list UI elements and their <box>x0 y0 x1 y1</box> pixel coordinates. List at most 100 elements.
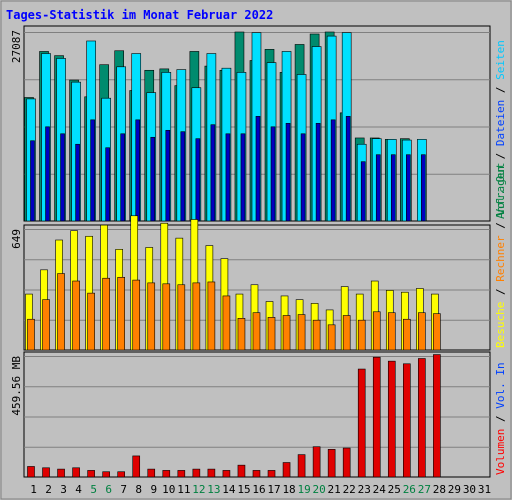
x-tick-label: 13 <box>207 483 220 496</box>
x-tick-label: 12 <box>192 483 205 496</box>
legend-entry: Besuche <box>494 302 507 348</box>
bar-volumen-day-21 <box>327 449 336 478</box>
bar-rechner-day-25 <box>387 312 396 351</box>
bar-volumen-day-24 <box>372 356 381 478</box>
legend-entry: / <box>494 409 507 429</box>
x-tick-label: 17 <box>267 483 280 496</box>
x-tick-label: 27 <box>418 483 431 496</box>
bar-dateien-day-18 <box>285 123 291 222</box>
panel-middle-legend: Besuche / Rechner / Vol. Out <box>494 163 507 348</box>
bar-volumen-day-13 <box>207 468 216 478</box>
bar-rechner-day-24 <box>372 311 381 351</box>
bar-rechner-day-26 <box>403 318 411 351</box>
panel-bottom-frame <box>23 351 491 478</box>
bar-dateien-day-10 <box>165 129 171 222</box>
bar-dateien-day-11 <box>180 131 186 222</box>
chart-title: Tages-Statistik im Monat Februar 2022 <box>6 8 273 22</box>
x-tick-label: 9 <box>150 483 157 496</box>
bar-dateien-day-20 <box>315 123 321 222</box>
bar-dateien-day-4 <box>75 143 80 222</box>
x-tick-label: 29 <box>448 483 461 496</box>
bar-volumen-day-19 <box>297 454 306 478</box>
bar-rechner-day-7 <box>117 276 125 351</box>
x-tick-label: 14 <box>222 483 236 496</box>
bar-dateien-day-14 <box>225 133 231 222</box>
bar-rechner-day-2 <box>42 299 50 351</box>
x-tick-label: 11 <box>177 483 190 496</box>
x-tick-label: 20 <box>313 483 326 496</box>
bar-dateien-day-23 <box>360 161 366 222</box>
bar-rechner-day-4 <box>72 280 80 351</box>
x-tick-label: 7 <box>120 483 127 496</box>
bar-rechner-day-21 <box>327 324 336 351</box>
bar-volumen-day-22 <box>342 447 351 478</box>
bar-dateien-day-22 <box>345 116 351 222</box>
x-tick-label: 26 <box>403 483 416 496</box>
x-tick-label: 4 <box>75 483 82 496</box>
legend-entry: Vol. In <box>494 362 507 408</box>
bar-dateien-day-16 <box>255 116 261 222</box>
legend-entry: Volumen <box>494 429 507 475</box>
x-tick-label: 23 <box>358 483 371 496</box>
bar-dateien-day-17 <box>270 126 276 222</box>
panel-bottom-max-label: 459.56 MB <box>10 356 23 416</box>
bar-rechner-day-15 <box>237 318 246 351</box>
x-tick-label: 3 <box>60 483 67 496</box>
x-tick-label: 30 <box>463 483 476 496</box>
bar-volumen-day-23 <box>357 368 366 478</box>
bar-volumen-day-10 <box>162 470 171 478</box>
x-tick-label: 2 <box>45 483 52 496</box>
x-tick-label: 31 <box>478 483 491 496</box>
legend-entry: Seiten <box>494 40 507 80</box>
bar-volumen-day-8 <box>132 455 141 478</box>
bar-volumen-day-5 <box>87 470 95 478</box>
panel-middle: 649 Besuche / Rechner / Vol. Out <box>10 163 507 351</box>
legend-entry: Vol. Out <box>494 163 507 216</box>
bar-rechner-day-19 <box>297 314 306 351</box>
bar-dateien-day-3 <box>60 133 65 222</box>
legend-entry: Rechner <box>494 235 507 282</box>
legend-entry: / <box>494 282 507 302</box>
bar-rechner-day-10 <box>162 283 171 351</box>
legend-entry: Dateien <box>494 100 507 146</box>
bar-rechner-day-28 <box>433 313 441 351</box>
bar-volumen-day-17 <box>267 470 276 478</box>
bar-volumen-day-28 <box>433 354 441 478</box>
bar-dateien-day-8 <box>135 119 141 222</box>
bar-dateien-day-2 <box>45 126 50 222</box>
bar-dateien-day-5 <box>90 119 95 222</box>
legend-entry: / <box>494 80 507 100</box>
panel-top-max-label: 27087 <box>10 30 23 63</box>
bar-volumen-day-14 <box>222 470 231 478</box>
bar-rechner-day-5 <box>87 292 95 351</box>
bar-rechner-day-12 <box>192 282 201 351</box>
bar-dateien-day-9 <box>150 136 156 222</box>
x-tick-label: 21 <box>328 483 341 496</box>
bar-dateien-day-12 <box>195 138 201 222</box>
x-tick-label: 1 <box>30 483 37 496</box>
bar-volumen-day-11 <box>177 470 186 478</box>
bar-volumen-day-9 <box>147 468 156 478</box>
bar-volumen-day-12 <box>192 468 201 478</box>
bar-volumen-day-1 <box>27 466 35 478</box>
bar-volumen-day-15 <box>237 464 246 478</box>
x-tick-label: 18 <box>282 483 295 496</box>
legend-entry: / <box>494 216 507 236</box>
bar-rechner-day-18 <box>282 315 291 351</box>
bar-volumen-day-26 <box>403 363 411 478</box>
x-tick-label: 8 <box>135 483 142 496</box>
bar-volumen-day-7 <box>117 471 125 478</box>
x-tick-label: 28 <box>433 483 446 496</box>
bar-rechner-day-6 <box>102 277 110 351</box>
bar-rechner-day-22 <box>342 315 351 351</box>
bar-volumen-day-16 <box>252 470 261 478</box>
bar-dateien-day-25 <box>390 154 396 222</box>
bar-volumen-day-3 <box>57 468 65 478</box>
bar-rechner-day-3 <box>57 273 65 351</box>
bar-volumen-day-27 <box>418 358 426 478</box>
bar-dateien-day-1 <box>30 140 35 222</box>
bar-volumen-day-20 <box>312 446 321 478</box>
bar-dateien-day-6 <box>105 147 110 222</box>
